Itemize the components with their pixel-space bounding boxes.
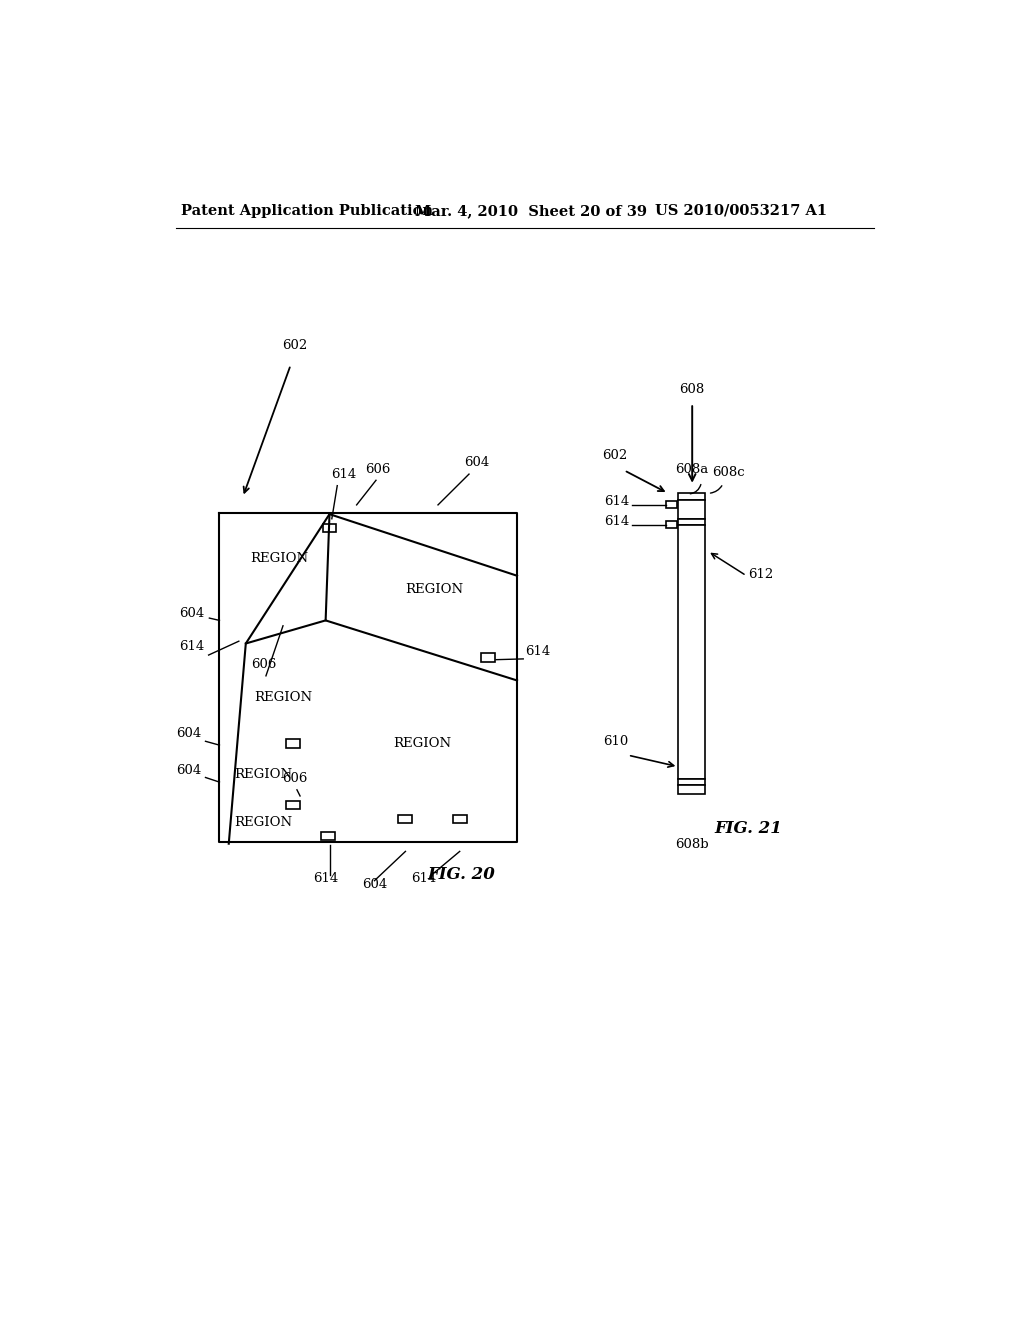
Bar bbox=[678, 525, 706, 779]
Text: REGION: REGION bbox=[254, 690, 312, 704]
Text: 614: 614 bbox=[524, 645, 550, 659]
Text: FIG. 20: FIG. 20 bbox=[427, 866, 496, 883]
Text: 608a: 608a bbox=[676, 462, 709, 475]
Text: 602: 602 bbox=[282, 339, 307, 352]
Bar bbox=[321, 832, 335, 841]
Bar bbox=[398, 814, 413, 824]
Text: 608b: 608b bbox=[676, 838, 709, 850]
Text: 614: 614 bbox=[412, 873, 436, 886]
Bar bbox=[286, 801, 300, 809]
Text: 604: 604 bbox=[176, 764, 201, 777]
Text: REGION: REGION bbox=[234, 816, 293, 829]
Text: 614: 614 bbox=[179, 640, 204, 652]
Text: REGION: REGION bbox=[406, 583, 463, 597]
Text: 614: 614 bbox=[604, 515, 630, 528]
Text: Mar. 4, 2010  Sheet 20 of 39: Mar. 4, 2010 Sheet 20 of 39 bbox=[415, 203, 647, 218]
Text: US 2010/0053217 A1: US 2010/0053217 A1 bbox=[655, 203, 827, 218]
Text: FIG. 21: FIG. 21 bbox=[714, 820, 782, 837]
Text: 608: 608 bbox=[680, 383, 705, 396]
Bar bbox=[453, 814, 467, 824]
Bar bbox=[678, 779, 706, 785]
Text: REGION: REGION bbox=[393, 737, 452, 750]
Text: REGION: REGION bbox=[250, 552, 308, 565]
Bar bbox=[666, 521, 677, 528]
Text: 612: 612 bbox=[748, 568, 773, 581]
Text: 604: 604 bbox=[179, 607, 204, 619]
Bar bbox=[678, 519, 706, 525]
Text: 606: 606 bbox=[282, 772, 307, 785]
Text: 606: 606 bbox=[365, 462, 390, 475]
Bar bbox=[286, 739, 300, 748]
Bar bbox=[666, 502, 677, 508]
Text: 602: 602 bbox=[602, 449, 628, 462]
Text: 614: 614 bbox=[604, 495, 630, 508]
Text: 614: 614 bbox=[313, 873, 338, 886]
Bar bbox=[481, 653, 496, 661]
Bar bbox=[678, 494, 706, 499]
Text: Patent Application Publication: Patent Application Publication bbox=[180, 203, 433, 218]
Bar bbox=[678, 785, 706, 795]
Bar bbox=[323, 524, 337, 532]
Text: 614: 614 bbox=[331, 469, 356, 480]
Text: 610: 610 bbox=[603, 735, 629, 748]
Text: 608c: 608c bbox=[713, 466, 744, 479]
Text: 606: 606 bbox=[251, 659, 276, 671]
Text: 604: 604 bbox=[176, 727, 201, 741]
Bar bbox=[678, 499, 706, 519]
Text: REGION: REGION bbox=[234, 768, 293, 781]
Text: 604: 604 bbox=[464, 457, 489, 470]
Text: 604: 604 bbox=[361, 878, 387, 891]
